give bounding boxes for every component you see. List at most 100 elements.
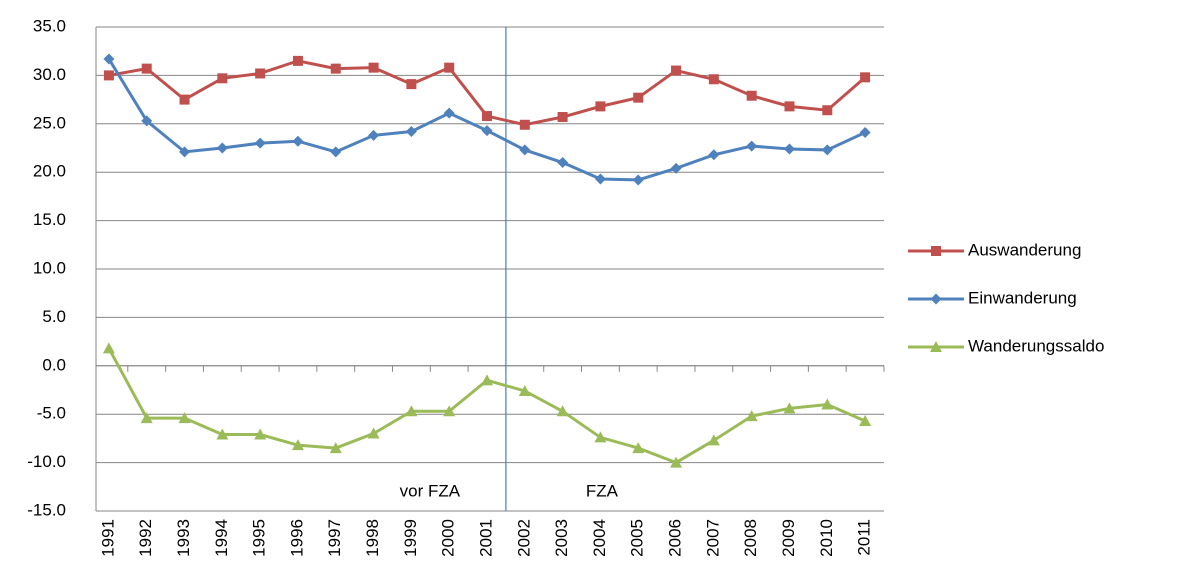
x-tick-label: 1998 bbox=[363, 519, 382, 557]
marker bbox=[216, 142, 228, 154]
marker bbox=[822, 105, 833, 116]
legend-label: Auswanderung bbox=[968, 240, 1081, 259]
x-tick-label: 2005 bbox=[628, 519, 647, 557]
x-tick-label: 2011 bbox=[855, 519, 874, 556]
marker bbox=[481, 374, 493, 386]
marker bbox=[179, 146, 191, 158]
x-tick-label: 1999 bbox=[401, 519, 420, 557]
marker bbox=[329, 442, 342, 454]
marker bbox=[254, 428, 267, 440]
marker bbox=[519, 144, 531, 156]
marker bbox=[103, 53, 115, 65]
marker bbox=[405, 405, 418, 417]
marker bbox=[859, 414, 872, 426]
y-tick-label: 15.0 bbox=[33, 210, 66, 229]
marker bbox=[330, 63, 341, 74]
annotation: FZA bbox=[586, 481, 619, 500]
marker bbox=[557, 157, 569, 169]
marker bbox=[443, 405, 456, 417]
marker bbox=[519, 119, 530, 130]
marker bbox=[254, 137, 266, 149]
y-tick-label: 0.0 bbox=[42, 355, 66, 374]
marker bbox=[141, 63, 152, 74]
x-tick-label: 1997 bbox=[325, 519, 344, 557]
x-tick-label: 2008 bbox=[741, 519, 760, 557]
marker bbox=[707, 434, 720, 446]
annotation: vor FZA bbox=[400, 481, 461, 500]
y-tick-label: -5.0 bbox=[37, 404, 66, 423]
marker bbox=[292, 55, 303, 66]
marker bbox=[746, 140, 758, 152]
marker bbox=[708, 74, 719, 85]
legend-label: Wanderungssaldo bbox=[968, 336, 1104, 355]
marker bbox=[783, 143, 795, 155]
marker bbox=[930, 293, 942, 305]
y-tick-label: 10.0 bbox=[33, 258, 66, 277]
marker bbox=[406, 79, 417, 90]
marker bbox=[557, 112, 568, 123]
x-tick-label: 2000 bbox=[439, 519, 458, 557]
marker bbox=[140, 412, 153, 424]
marker bbox=[178, 412, 191, 424]
x-tick-label: 1994 bbox=[212, 519, 231, 557]
marker bbox=[632, 174, 644, 186]
marker bbox=[405, 126, 417, 138]
marker bbox=[518, 384, 531, 396]
marker bbox=[671, 65, 682, 76]
marker bbox=[367, 427, 380, 439]
x-tick-label: 2006 bbox=[666, 519, 685, 557]
marker bbox=[255, 68, 266, 79]
marker bbox=[141, 115, 153, 127]
marker bbox=[633, 92, 644, 103]
y-tick-label: -15.0 bbox=[27, 500, 66, 519]
y-tick-label: 30.0 bbox=[33, 65, 66, 84]
marker bbox=[443, 107, 455, 119]
x-tick-label: 2004 bbox=[590, 519, 609, 557]
x-tick-label: 1996 bbox=[287, 519, 306, 557]
y-tick-label: 25.0 bbox=[33, 113, 66, 132]
x-tick-label: 1993 bbox=[174, 519, 193, 557]
x-tick-label: 1992 bbox=[136, 519, 155, 557]
marker bbox=[594, 173, 606, 185]
x-tick-label: 1991 bbox=[98, 519, 117, 557]
y-tick-label: -10.0 bbox=[27, 452, 66, 471]
marker bbox=[708, 149, 720, 161]
x-tick-label: 1995 bbox=[250, 519, 269, 557]
marker bbox=[179, 94, 190, 105]
marker bbox=[330, 146, 342, 158]
marker bbox=[444, 62, 455, 73]
marker bbox=[670, 456, 683, 468]
y-tick-label: 35.0 bbox=[33, 16, 66, 35]
x-tick-label: 2002 bbox=[514, 519, 533, 557]
marker bbox=[784, 101, 795, 112]
marker bbox=[860, 72, 871, 83]
marker bbox=[859, 127, 871, 139]
marker bbox=[632, 442, 645, 454]
marker bbox=[368, 62, 379, 73]
legend-label: Einwanderung bbox=[968, 288, 1077, 307]
marker bbox=[481, 125, 493, 137]
marker bbox=[102, 342, 115, 354]
marker bbox=[216, 428, 229, 440]
y-tick-label: 20.0 bbox=[33, 162, 66, 181]
y-tick-label: 5.0 bbox=[42, 307, 66, 326]
x-tick-label: 2009 bbox=[779, 519, 798, 557]
x-tick-label: 2003 bbox=[552, 519, 571, 557]
marker bbox=[595, 101, 606, 112]
marker bbox=[292, 135, 304, 147]
marker bbox=[291, 439, 304, 451]
marker bbox=[670, 162, 682, 174]
x-tick-label: 2001 bbox=[476, 519, 495, 557]
marker bbox=[931, 246, 941, 256]
x-tick-label: 2007 bbox=[703, 519, 722, 557]
x-tick-label: 2010 bbox=[817, 519, 836, 557]
marker bbox=[368, 129, 380, 141]
marker bbox=[783, 402, 796, 414]
marker bbox=[556, 405, 569, 417]
marker bbox=[103, 70, 114, 81]
marker bbox=[217, 73, 228, 84]
marker bbox=[821, 144, 833, 156]
marker bbox=[745, 410, 758, 422]
marker bbox=[821, 398, 834, 410]
